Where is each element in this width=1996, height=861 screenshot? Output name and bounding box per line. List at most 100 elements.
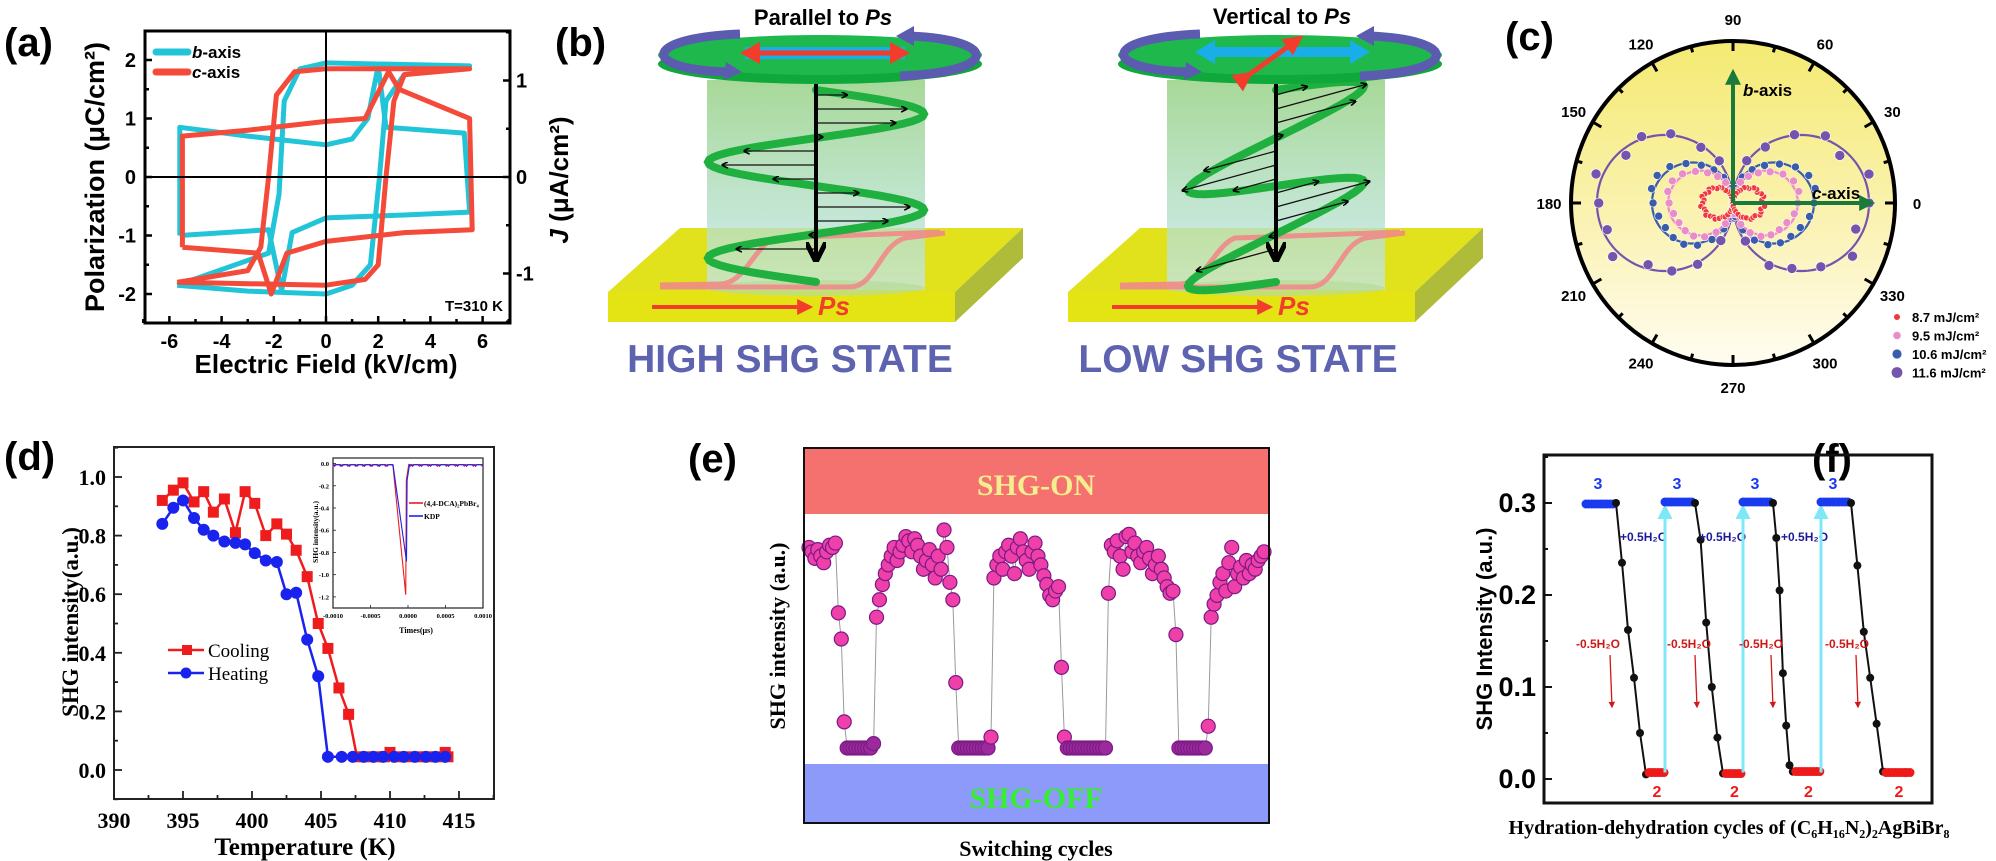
y-axis-title: SHG intensity(a.u.) [58,527,83,717]
data-point [948,674,964,691]
transition-point [1769,499,1777,507]
data-point [1715,235,1727,246]
angle-tick-label: 150 [1561,104,1586,121]
inset-legend-label: KDP [424,512,440,521]
data-point [1681,159,1691,168]
data-point [1834,150,1846,161]
transition-point [1618,558,1626,567]
x-tick-label: 405 [305,808,338,833]
data-point-Heating [167,501,180,514]
data-point [1027,535,1043,551]
angle-tick-label: 180 [1536,196,1561,213]
arrowhead [1350,40,1370,64]
field-vector-arrow [1275,84,1366,110]
data-point [1689,231,1698,241]
data-point [1707,235,1717,244]
dehydrated-point [1905,768,1915,778]
transition-point [1775,586,1784,595]
angle-tick-label: 240 [1628,355,1653,372]
data-point [1197,740,1213,756]
data-point-Cooling [188,496,200,508]
inset-x-tick-label: 0.0010 [474,613,492,620]
data-point [1703,168,1712,178]
data-point [1668,176,1677,186]
axis-ticks: 0.0 0.1 0.2 0.3 [1498,456,1552,794]
panel-c-polar-chart: 0 30 60 90 120 150 180 210 240 270 300 330 b-axis c… [1536,12,1987,397]
panel-label-d: (d) [4,435,55,479]
y-tick-label: 0.0 [79,758,107,783]
transition-point [1696,535,1705,544]
data-point [827,535,844,551]
transition-point [1630,673,1638,682]
transition-point [1866,673,1875,682]
rotation-arrow-left [659,29,741,77]
angle-tick [1617,312,1624,319]
legend: Cooling Heating [168,641,270,685]
inset-y-tick-label: -1.0 [319,572,329,579]
angle-ticks: 0 30 60 90 120 150 180 210 240 270 300 330 [1536,12,1921,397]
legend-label: 10.6 mJ/cm² [1912,347,1987,362]
angle-tick-label: 210 [1561,288,1586,305]
data-point [1601,224,1613,236]
data-point-Cooling [156,494,168,506]
data-point-Heating [429,750,442,763]
data-point [1775,159,1784,169]
angle-tick [1650,61,1659,73]
ps-label-right: Ps [1278,291,1310,321]
data-point [865,736,882,752]
data-point [1696,160,1706,170]
data-point [1850,223,1862,235]
data-point-Heating [197,523,210,536]
data-point-Heating [312,670,325,683]
inset-frame [332,457,484,609]
data-point-Cooling [229,527,241,539]
data-point [1012,531,1028,547]
y-tick-label: 0 [125,167,136,189]
legend-label-heating: Heating [208,664,269,685]
data-point [1863,168,1875,180]
data-point [1168,627,1184,643]
data-point-Cooling [312,618,324,629]
dehydration-label: -0.5H₂O [1667,637,1711,651]
data-point [1692,259,1703,270]
data-point [1804,171,1814,180]
data-point [1679,239,1689,249]
series-b-axis-pe_loop [176,60,473,297]
data-point-Cooling [249,497,261,509]
field-vector-arrow [1275,101,1355,124]
data-point-Heating [207,529,220,542]
c-axis-label: c-axis [1812,184,1860,203]
data-point [1664,198,1674,208]
inset-y-tick-label: 0.0 [321,461,329,468]
data-point [833,631,849,647]
y-tick-label: 0.6 [79,582,107,607]
transition-point [1707,683,1716,691]
b-axis-label: b-axis [1743,81,1792,100]
angle-tick [1863,277,1875,286]
hydrated-phase-label: 3 [1594,476,1603,493]
angle-tick [1617,87,1624,94]
transition-point [1859,627,1868,636]
transition-point [1702,618,1711,627]
data-point [871,592,888,608]
y-axis-title: SHG Intensity (a.u.) [1472,528,1497,731]
data-point [1760,161,1769,170]
data-point [1763,240,1773,249]
y-tick-label: 1 [125,109,136,131]
dehydration-label: -0.5H₂O [1576,637,1620,651]
data-point [1593,197,1605,209]
axis-ticks: -6 -4 -2 0 2 4 6 -2 -1 0 1 2 -1 0 1 [118,29,534,353]
data-point [1760,141,1771,153]
panel-label-a: (a) [4,21,53,65]
x-tick-label: 400 [236,808,269,833]
y-axis-title: SHG intensity (a.u.) [765,542,790,729]
data-point [1713,172,1723,181]
inset-series-KDP [332,464,483,562]
inset-x-tick-label: -0.0010 [323,613,343,620]
angle-tick [1591,277,1603,286]
dehydrated-phase-label: 2 [1730,784,1739,801]
plot-frame [803,447,1270,824]
dehydration-arrow [1769,654,1777,709]
data-point [1607,251,1618,262]
angle-tick [1650,333,1659,345]
